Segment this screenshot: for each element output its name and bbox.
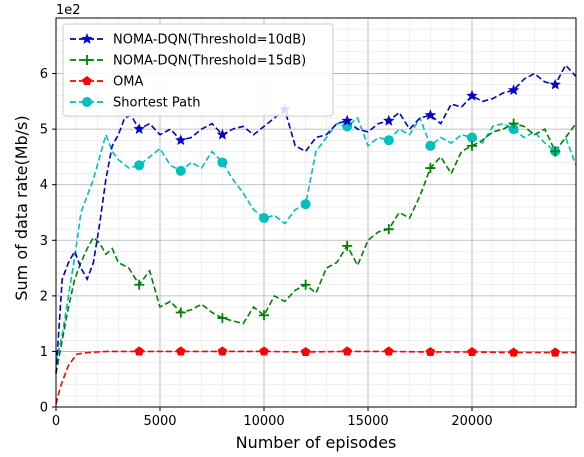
series-marker-3 bbox=[383, 135, 394, 146]
series-marker-1 bbox=[425, 163, 436, 174]
series-marker-0 bbox=[133, 123, 145, 134]
y-axis-label: Sum of data rate(Mb/s) bbox=[12, 115, 31, 300]
series-marker-1 bbox=[342, 240, 353, 251]
series-marker-0 bbox=[175, 134, 187, 146]
series-marker-1 bbox=[300, 279, 311, 290]
series-marker-2 bbox=[134, 346, 144, 356]
series-marker-1 bbox=[217, 313, 228, 324]
legend-swatch-marker bbox=[82, 76, 92, 85]
series-marker-2 bbox=[217, 346, 228, 356]
legend-box bbox=[62, 23, 334, 117]
series-marker-1 bbox=[259, 310, 269, 321]
series-marker-3 bbox=[259, 213, 269, 224]
series-marker-0 bbox=[507, 84, 520, 96]
y-tick-label: 4 bbox=[40, 178, 48, 193]
series-marker-1 bbox=[508, 118, 519, 129]
y-tick-label: 1 bbox=[40, 345, 48, 360]
series-marker-3 bbox=[425, 140, 436, 151]
series-marker-3 bbox=[134, 160, 145, 171]
series-marker-3 bbox=[467, 132, 477, 143]
y-scale-note: 1e2 bbox=[56, 3, 81, 18]
series-marker-1 bbox=[383, 224, 394, 235]
series-marker-2 bbox=[508, 347, 519, 357]
y-tick-label: 3 bbox=[40, 234, 48, 249]
series-marker-2 bbox=[300, 347, 311, 356]
series-marker-2 bbox=[467, 347, 477, 356]
axis-ticks: 0 5000 10000 15000 20000 0 1 2 3 4 5 6 bbox=[40, 67, 493, 429]
series-marker-1 bbox=[175, 307, 186, 318]
x-tick-label: 10000 bbox=[243, 414, 284, 429]
series-line-3 bbox=[55, 116, 577, 363]
series-marker-1 bbox=[134, 279, 145, 290]
y-tick-label: 0 bbox=[40, 401, 48, 416]
series-marker-0 bbox=[216, 128, 229, 140]
series-marker-0 bbox=[383, 114, 395, 126]
series-marker-1 bbox=[550, 146, 561, 157]
series-marker-2 bbox=[425, 347, 436, 356]
series-marker-0 bbox=[466, 89, 478, 101]
legend-swatch-marker bbox=[82, 55, 92, 65]
series-marker-3 bbox=[217, 157, 228, 168]
series-marker-3 bbox=[300, 199, 311, 210]
legend-label: OMA bbox=[113, 75, 143, 90]
series-marker-0 bbox=[549, 78, 561, 90]
series-marker-0 bbox=[341, 114, 353, 126]
series-markers bbox=[133, 78, 561, 357]
x-tick-label: 20000 bbox=[451, 414, 492, 429]
legend-swatch-marker bbox=[82, 97, 92, 107]
series-marker-2 bbox=[342, 346, 352, 356]
plot-frame bbox=[55, 17, 577, 408]
series-marker-3 bbox=[175, 165, 186, 176]
series-line-0 bbox=[55, 63, 577, 374]
legend-label: NOMA-DQN(Threshold=15dB) bbox=[113, 54, 306, 69]
x-tick-label: 0 bbox=[52, 414, 60, 429]
legend: NOMA-DQN(Threshold=10dB) NOMA-DQN(Thresho… bbox=[62, 23, 334, 117]
x-axis-label: Number of episodes bbox=[236, 433, 397, 452]
series-marker-2 bbox=[550, 347, 560, 357]
series-marker-3 bbox=[508, 124, 519, 135]
legend-swatch-marker bbox=[81, 33, 93, 44]
y-tick-label: 5 bbox=[40, 123, 48, 138]
series-marker-2 bbox=[384, 346, 394, 356]
series-marker-2 bbox=[176, 346, 186, 356]
series-line-1 bbox=[55, 122, 577, 374]
x-tick-label: 15000 bbox=[347, 414, 388, 429]
x-tick-label: 5000 bbox=[143, 414, 176, 429]
y-tick-label: 2 bbox=[40, 289, 48, 304]
series-marker-2 bbox=[259, 346, 269, 356]
legend-label: Shortest Path bbox=[113, 96, 200, 111]
series-marker-1 bbox=[467, 140, 477, 151]
y-tick-label: 6 bbox=[40, 67, 48, 82]
series-line-2 bbox=[55, 350, 576, 405]
legend-label: NOMA-DQN(Threshold=10dB) bbox=[113, 33, 306, 48]
series-lines bbox=[55, 63, 577, 405]
series-marker-0 bbox=[424, 109, 437, 121]
